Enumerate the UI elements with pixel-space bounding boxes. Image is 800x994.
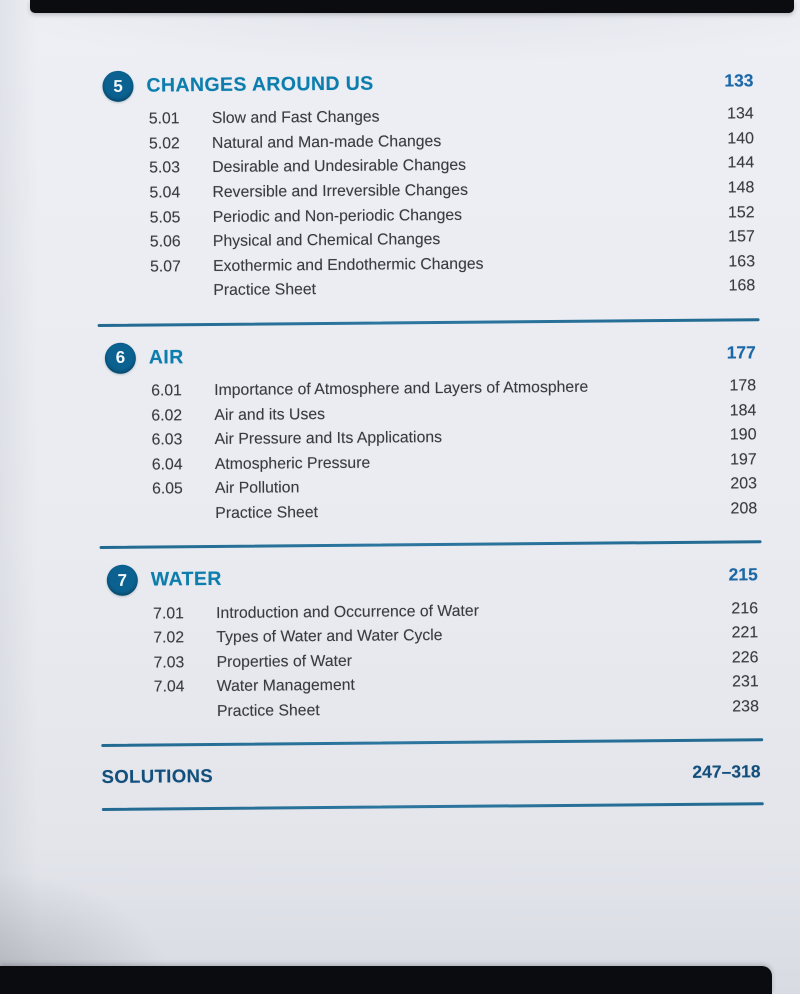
section-title: Introduction and Occurrence of Water bbox=[216, 602, 480, 622]
separator-line bbox=[97, 317, 760, 327]
section-title: Air and its Uses bbox=[214, 405, 326, 424]
chapter-block-7: 7 WATER 215 7.01 Introduction and Occurrence… bbox=[100, 559, 764, 748]
section-number bbox=[150, 291, 213, 292]
section-page-number: 140 bbox=[727, 130, 755, 148]
section-number: 5.04 bbox=[149, 184, 181, 202]
separator-line bbox=[99, 540, 762, 550]
section-title: Practice Sheet bbox=[215, 504, 319, 522]
section-page-number: 203 bbox=[730, 475, 758, 493]
chapter-page-number: 177 bbox=[726, 342, 756, 363]
section-page-number: 178 bbox=[729, 377, 757, 395]
chapter-header: 6 AIR 177 bbox=[98, 336, 760, 375]
chapter-header: 7 WATER 215 bbox=[100, 559, 762, 598]
section-title: Practice Sheet bbox=[213, 281, 317, 300]
section-number bbox=[154, 712, 217, 713]
section-page-number: 226 bbox=[731, 649, 759, 667]
section-page-number: 216 bbox=[731, 599, 759, 618]
section-title: Periodic and Non-periodic Changes bbox=[212, 206, 463, 226]
section-number: 7.02 bbox=[153, 629, 185, 647]
section-number: 5.07 bbox=[150, 258, 181, 276]
section-title: Air Pollution bbox=[214, 479, 300, 498]
toc-row: Practice Sheet 208 bbox=[99, 497, 761, 527]
letterbox-top-bar bbox=[30, 0, 794, 13]
letterbox-bottom-bar bbox=[0, 966, 772, 994]
section-number: 5.05 bbox=[149, 208, 181, 227]
section-page-number: 163 bbox=[728, 253, 756, 271]
section-number: 6.05 bbox=[151, 480, 183, 498]
section-number: 6.03 bbox=[151, 431, 183, 449]
section-page-number: 208 bbox=[730, 500, 758, 518]
section-page-number: 238 bbox=[732, 698, 760, 716]
section-title: Slow and Fast Changes bbox=[211, 108, 380, 128]
section-page-number: 197 bbox=[730, 451, 757, 469]
chapter-block-6: 6 AIR 177 6.01 Importance of Atmosphere and … bbox=[98, 336, 762, 550]
section-page-number: 152 bbox=[727, 203, 755, 222]
chapter-number-badge: 6 bbox=[104, 342, 137, 374]
solutions-label: SOLUTIONS bbox=[101, 765, 214, 788]
section-title: Atmospheric Pressure bbox=[214, 454, 371, 473]
section-number: 5.01 bbox=[148, 110, 180, 128]
bottom-separator-line bbox=[101, 802, 764, 812]
section-page-number: 144 bbox=[727, 154, 755, 172]
section-title: Exothermic and Endothermic Changes bbox=[213, 255, 484, 275]
toc-row: Practice Sheet 168 bbox=[97, 274, 759, 304]
section-title: Desirable and Undesirable Changes bbox=[212, 157, 467, 177]
separator-line bbox=[101, 738, 764, 748]
section-number: 7.03 bbox=[153, 654, 185, 672]
section-page-number: 184 bbox=[729, 401, 757, 420]
section-title: Practice Sheet bbox=[216, 702, 320, 720]
chapter-header: 5 CHANGES AROUND US 133 bbox=[95, 64, 757, 103]
section-number: 7.04 bbox=[153, 678, 185, 696]
section-number: 5.02 bbox=[148, 135, 180, 153]
chapter-title: AIR bbox=[148, 346, 184, 369]
section-number: 6.02 bbox=[151, 406, 183, 425]
section-page-number: 190 bbox=[729, 426, 757, 444]
section-page-number: 157 bbox=[728, 228, 755, 246]
section-title: Air Pressure and Its Applications bbox=[214, 429, 443, 449]
section-title: Water Management bbox=[216, 677, 355, 696]
table-of-contents: 5 CHANGES AROUND US 133 5.01 Slow and Fast C… bbox=[95, 0, 764, 826]
section-number: 5.03 bbox=[149, 159, 181, 178]
section-title: Importance of Atmosphere and Layers of A… bbox=[214, 378, 589, 400]
section-page-number: 148 bbox=[727, 179, 755, 197]
toc-row: Practice Sheet 238 bbox=[101, 695, 763, 725]
chapter-block-5: 5 CHANGES AROUND US 133 5.01 Slow and Fast C… bbox=[95, 64, 760, 327]
section-title: Properties of Water bbox=[216, 652, 353, 671]
chapter-page-number: 133 bbox=[724, 70, 754, 91]
chapter-title: CHANGES AROUND US bbox=[146, 72, 374, 97]
chapter-page-number: 215 bbox=[728, 564, 758, 585]
section-number: 6.01 bbox=[151, 382, 182, 400]
section-number: 5.06 bbox=[149, 233, 181, 251]
section-page-number: 168 bbox=[728, 277, 756, 295]
section-number: 6.04 bbox=[151, 456, 183, 474]
chapter-title: WATER bbox=[150, 568, 222, 591]
section-title: Reversible and Irreversible Changes bbox=[212, 181, 469, 202]
chapter-number-badge: 5 bbox=[102, 70, 134, 102]
solutions-page-range: 247–318 bbox=[692, 761, 761, 782]
chapter-list: 5 CHANGES AROUND US 133 5.01 Slow and Fast C… bbox=[95, 64, 764, 748]
section-number: 7.01 bbox=[153, 604, 184, 623]
section-title: Types of Water and Water Cycle bbox=[216, 627, 443, 647]
chapter-number-badge: 7 bbox=[106, 564, 138, 597]
section-number bbox=[152, 514, 215, 515]
section-page-number: 134 bbox=[726, 105, 754, 123]
section-page-number: 231 bbox=[731, 673, 759, 691]
solutions-row: SOLUTIONS 247–318 bbox=[101, 756, 763, 792]
section-page-number: 221 bbox=[731, 624, 759, 642]
section-title: Physical and Chemical Changes bbox=[212, 231, 441, 251]
section-title: Natural and Man-made Changes bbox=[211, 132, 442, 152]
